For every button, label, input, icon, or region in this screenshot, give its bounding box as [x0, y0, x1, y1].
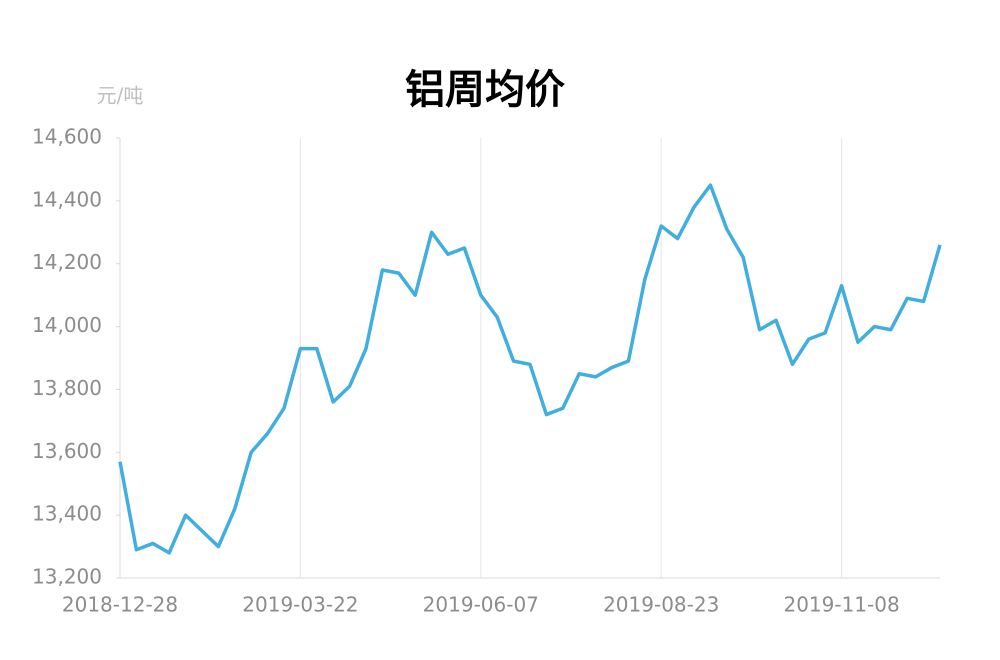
- x-tick-label: 2019-08-23: [603, 593, 719, 617]
- y-tick-label: 14,000: [32, 313, 102, 337]
- x-tick-label: 2019-06-07: [423, 593, 539, 617]
- y-tick-label: 13,600: [32, 439, 102, 463]
- x-tick-label: 2019-11-08: [783, 593, 899, 617]
- y-tick-label: 13,400: [32, 502, 102, 526]
- y-tick-label: 14,600: [32, 125, 102, 149]
- x-tick-label: 2019-03-22: [242, 593, 358, 617]
- y-tick-label: 14,400: [32, 187, 102, 211]
- y-tick-label: 13,200: [32, 565, 102, 589]
- chart-title: 铝周均价: [405, 67, 565, 113]
- x-tick-label: 2018-12-28: [62, 593, 178, 617]
- y-axis-label: 元/吨: [97, 84, 144, 108]
- y-tick-label: 14,200: [32, 250, 102, 274]
- line-series: [118, 183, 942, 555]
- y-tick-label: 13,800: [32, 376, 102, 400]
